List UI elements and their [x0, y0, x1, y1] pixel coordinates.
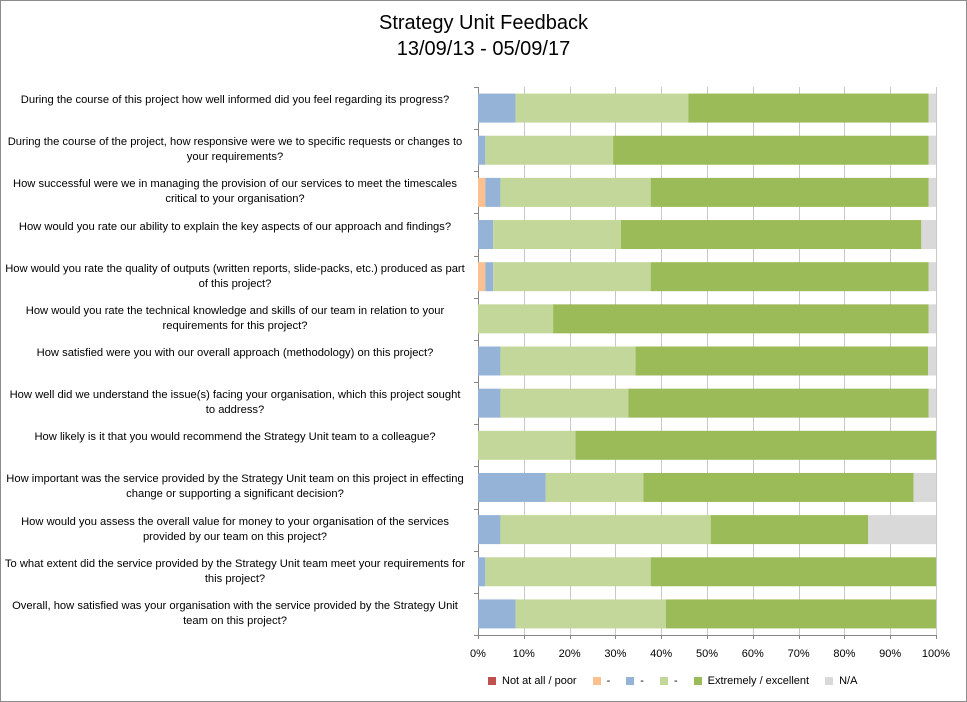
legend-entry: - — [626, 675, 644, 687]
bar-segment — [478, 472, 546, 502]
bar-segment — [688, 93, 929, 123]
bar-segment — [553, 304, 929, 334]
bar-segment — [485, 135, 614, 165]
x-tick-label: 80% — [833, 648, 855, 660]
bar-segment — [650, 177, 929, 207]
x-tick-label: 70% — [788, 648, 810, 660]
bar-segment — [478, 93, 516, 123]
bar-segment — [643, 472, 914, 502]
bar-segment — [635, 346, 929, 376]
chart-subtitle: 13/09/13 - 05/09/17 — [396, 38, 571, 60]
legend-label: Not at all / poor — [502, 675, 577, 688]
bar-segment — [650, 557, 936, 587]
category-label: How successful were we in managing the p… — [13, 178, 457, 206]
bar-segment — [545, 472, 644, 502]
bar-segment — [613, 135, 929, 165]
bar-segment — [485, 262, 494, 292]
category-label: How would you rate the technical knowled… — [25, 304, 445, 332]
bar-segment — [478, 346, 501, 376]
bar-segment — [478, 177, 486, 207]
bar-segment — [921, 220, 936, 250]
bar-segment — [710, 515, 869, 545]
legend-swatch — [659, 677, 668, 686]
bar-segment — [928, 304, 936, 334]
category-label: How satisfied were you with our overall … — [36, 347, 434, 359]
bar-segment — [493, 262, 651, 292]
bar-segment — [628, 388, 929, 418]
bar-segment — [928, 262, 936, 292]
bar-segment — [928, 135, 936, 165]
legend-label: - — [673, 675, 678, 688]
bar-segment — [478, 304, 554, 334]
bar-segment — [575, 430, 936, 460]
bar-segment — [913, 472, 936, 502]
bar-segment — [478, 599, 516, 629]
category-label: How important was the service provided b… — [6, 473, 464, 501]
legend-entry: - — [592, 675, 611, 688]
bar-segment — [478, 135, 486, 165]
category-label: How would you assess the overall value f… — [21, 515, 449, 543]
bar-segment — [928, 388, 936, 418]
chart-title-block: Strategy Unit Feedback 13/09/13 - 05/09/… — [0, 10, 967, 62]
x-tick-label: 50% — [696, 648, 718, 660]
bar-segment — [500, 346, 636, 376]
x-tick-label: 100% — [922, 648, 950, 660]
bar-segment — [478, 557, 486, 587]
category-label: How well did we understand the issue(s) … — [9, 389, 461, 417]
category-label: How would you rate the quality of output… — [5, 262, 465, 290]
x-tick-label: 60% — [742, 648, 764, 660]
legend-swatch — [693, 677, 702, 686]
legend-entry: - — [659, 675, 678, 688]
bar-segment — [928, 177, 936, 207]
legend-entry: N/A — [825, 675, 857, 687]
legend-label: - — [606, 675, 611, 688]
bar-segment — [478, 430, 576, 460]
legend-label: - — [640, 675, 644, 688]
bar-segment — [500, 388, 629, 418]
legend-label: N/A — [839, 675, 858, 688]
bar-segment — [515, 93, 689, 123]
category-label: How would you rate our ability to explai… — [18, 220, 452, 233]
legend-swatch — [825, 677, 834, 686]
category-label: During the course of this project how we… — [20, 94, 450, 107]
legend-label: Extremely / excellent — [707, 675, 810, 688]
bar-segment — [515, 599, 666, 629]
bar-segment — [493, 220, 621, 250]
bar-segment — [928, 346, 936, 376]
bar-segment — [478, 262, 486, 292]
bar-segment — [665, 599, 936, 629]
category-label: To what extent did the service provided … — [4, 557, 466, 585]
category-label: How likely is it that you would recommen… — [34, 431, 436, 444]
x-tick-label: 90% — [879, 648, 901, 660]
bar-segment — [650, 262, 929, 292]
x-tick-label: 40% — [650, 648, 672, 660]
bar-segment — [478, 220, 494, 250]
bar-segment — [478, 515, 501, 545]
bar-segment — [485, 177, 501, 207]
bar-segment — [500, 515, 711, 545]
bar-segment — [500, 177, 651, 207]
bar-segment — [620, 220, 922, 250]
legend-entry: Extremely / excellent — [693, 675, 810, 688]
x-tick-label: 10% — [513, 648, 535, 660]
chart-title: Strategy Unit Feedback — [379, 12, 588, 34]
category-label: Overall, how satisfied was your organisa… — [12, 599, 458, 627]
x-tick-label: 20% — [559, 648, 581, 660]
bar-segment — [485, 557, 651, 587]
x-tick-label: 0% — [470, 648, 486, 660]
legend: Not at all / poor - - - Extremely / excellen… — [488, 675, 873, 687]
category-label: During the course of the project, how re… — [7, 136, 463, 164]
bar-segment — [928, 93, 936, 123]
legend-swatch — [592, 677, 601, 686]
legend-swatch — [488, 677, 496, 686]
bar-segment — [868, 515, 936, 545]
legend-swatch — [626, 677, 635, 686]
legend-entry: Not at all / poor — [488, 675, 577, 687]
bar-segment — [478, 388, 501, 418]
x-tick-label: 30% — [604, 648, 626, 660]
